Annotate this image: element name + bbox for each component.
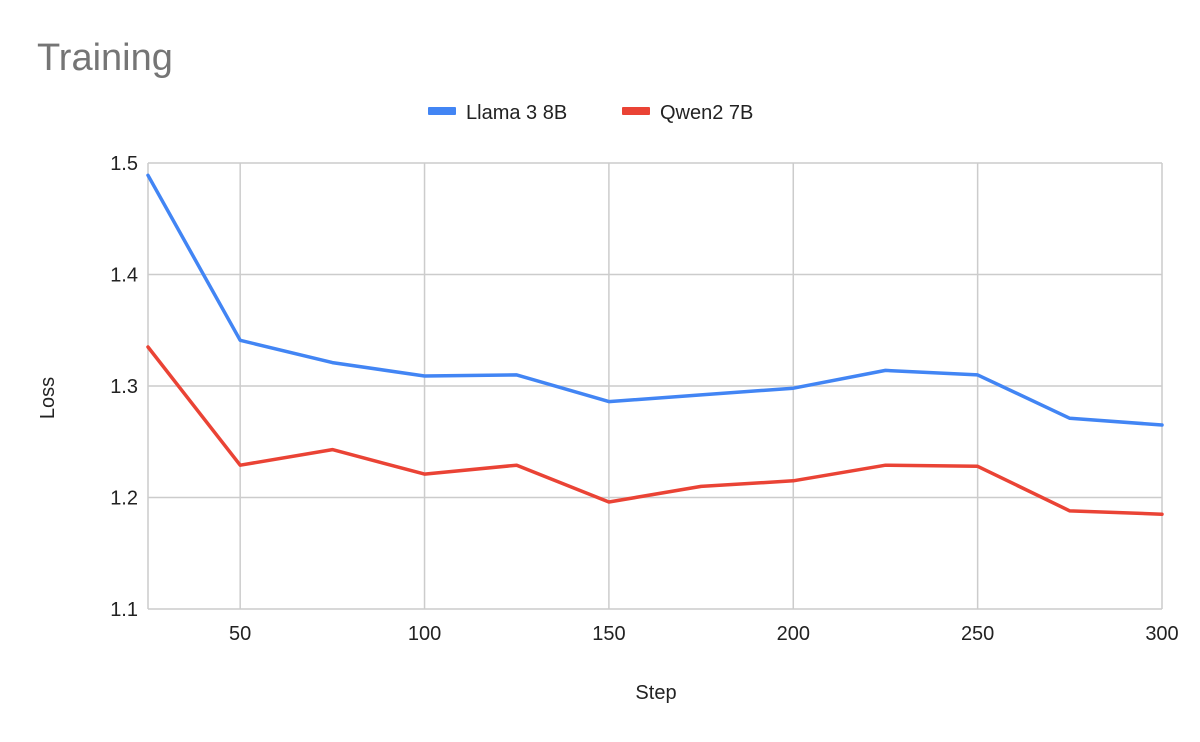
x-tick-label: 200 [777, 623, 810, 645]
x-axis-ticks: 50 100 150 200 250 300 [229, 623, 1179, 645]
legend: Llama 3 8B Qwen2 7B [428, 102, 753, 124]
chart-title: Training [37, 37, 173, 79]
x-tick-label: 100 [408, 623, 441, 645]
y-tick-label: 1.4 [110, 265, 138, 287]
x-tick-label: 300 [1145, 623, 1178, 645]
y-axis-ticks: 1.1 1.2 1.3 1.4 1.5 [110, 153, 138, 621]
legend-label-llama: Llama 3 8B [466, 102, 567, 124]
gridlines [147, 162, 1163, 610]
legend-swatch-qwen [622, 107, 650, 115]
y-axis-title: Loss [37, 377, 59, 419]
series-line-llama-3-8b [146, 173, 1164, 427]
series-line-qwen2-7b [146, 345, 1164, 516]
x-tick-label: 250 [961, 623, 994, 645]
legend-label-qwen: Qwen2 7B [660, 102, 753, 124]
y-tick-label: 1.2 [110, 488, 138, 510]
legend-swatch-llama [428, 107, 456, 115]
x-tick-label: 50 [229, 623, 251, 645]
y-tick-label: 1.1 [110, 599, 138, 621]
x-tick-label: 150 [592, 623, 625, 645]
x-axis-title: Step [635, 682, 676, 704]
y-tick-label: 1.3 [110, 376, 138, 398]
y-tick-label: 1.5 [110, 153, 138, 175]
series-lines [146, 173, 1164, 516]
